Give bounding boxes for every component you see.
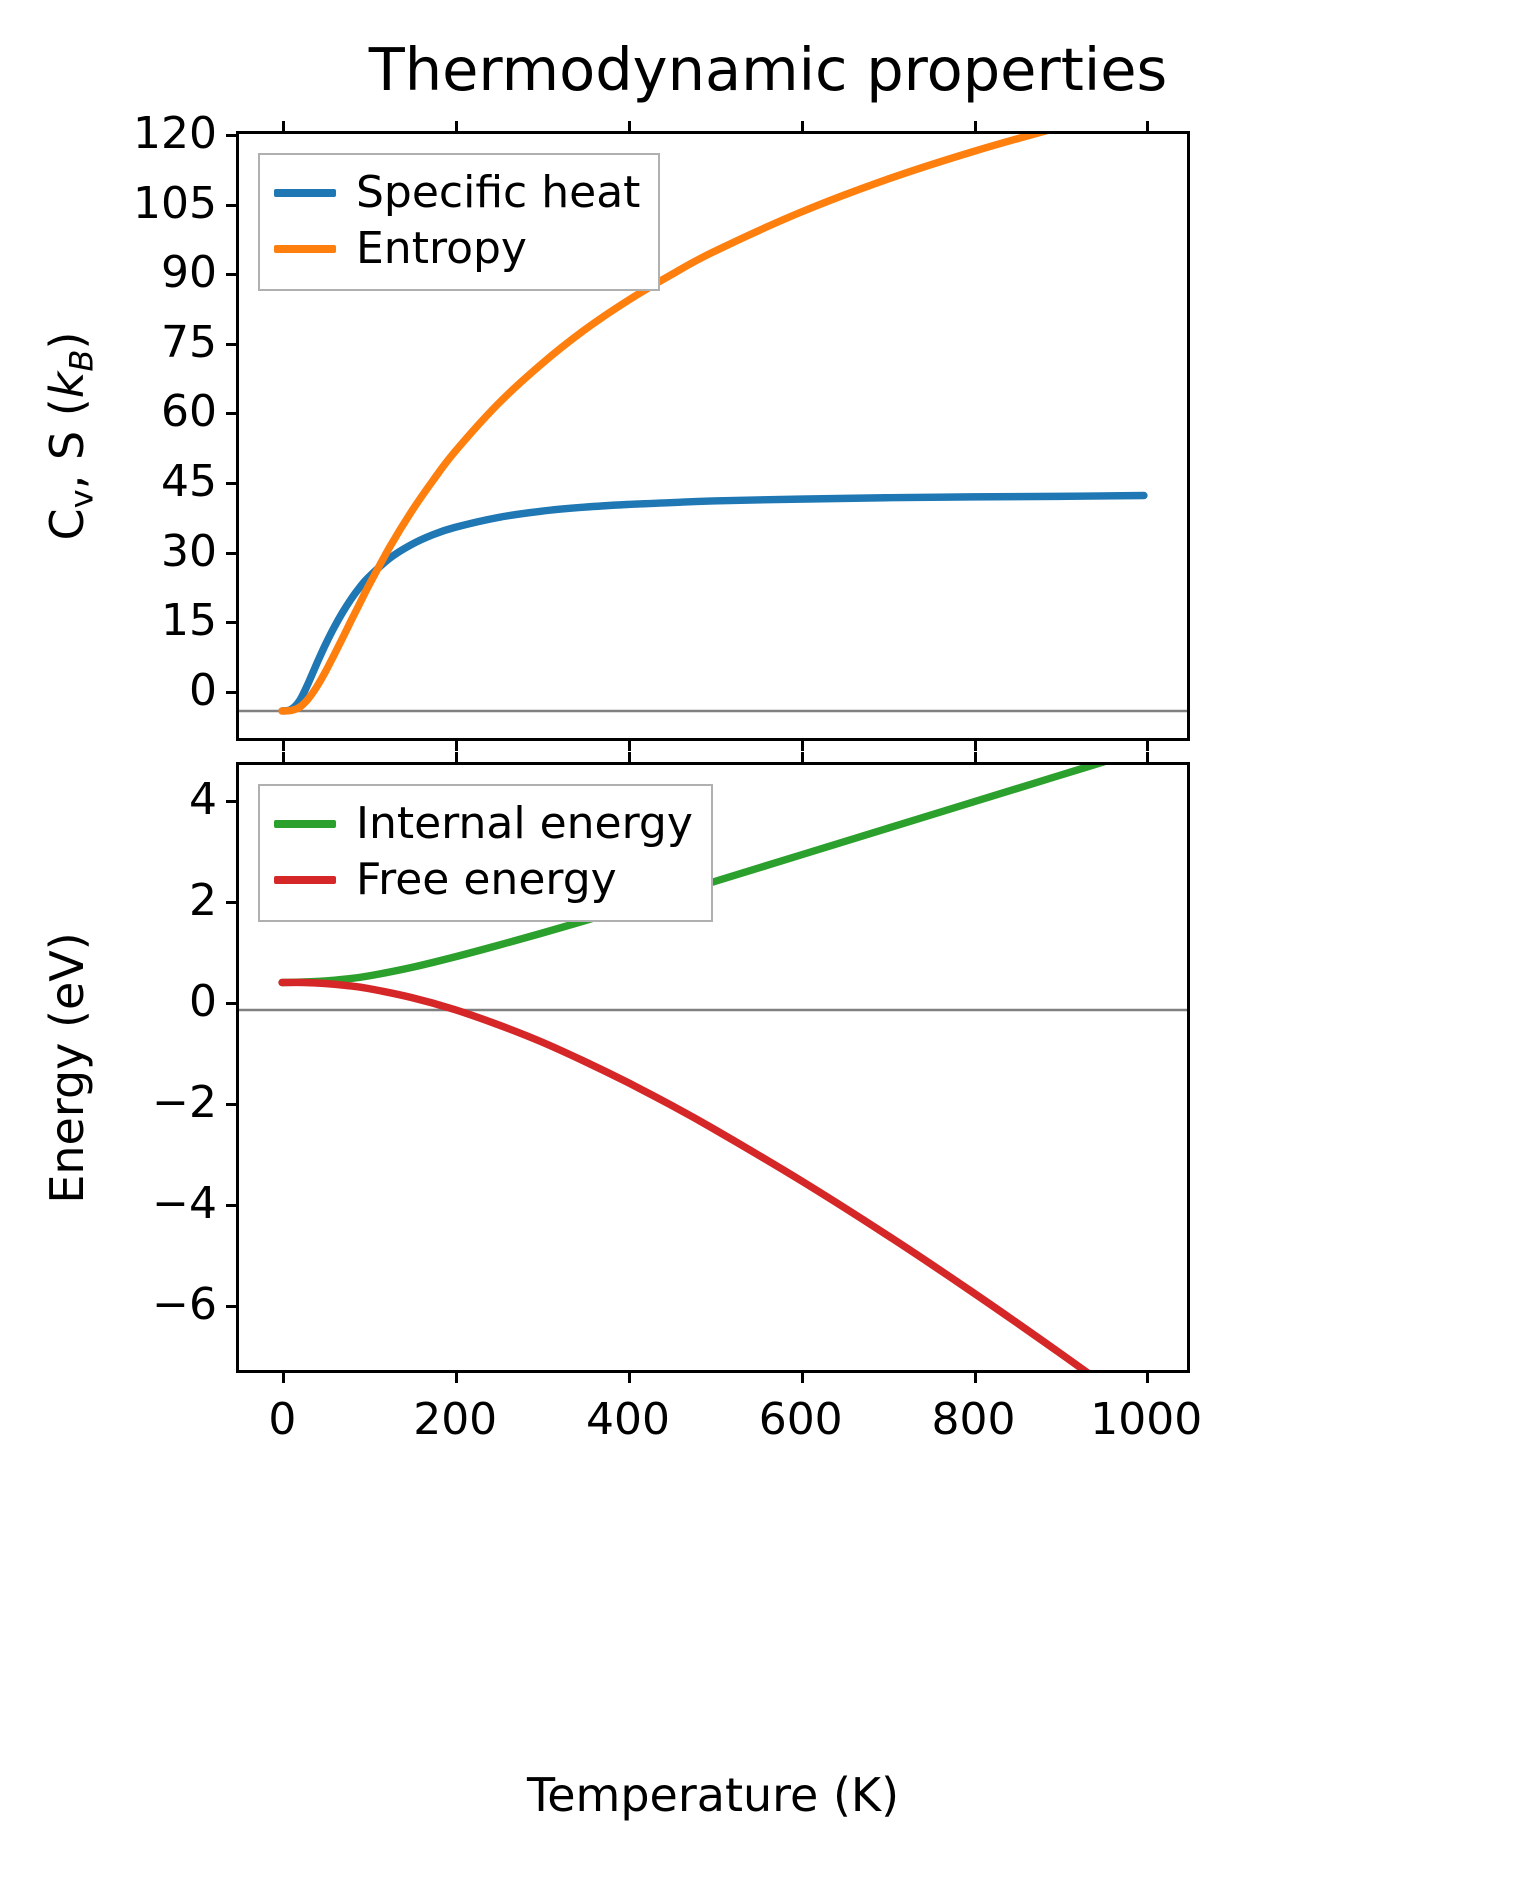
legend-item-internal-energy[interactable]: Internal energy [274, 796, 693, 852]
top-ytick-mark [226, 134, 239, 137]
bottom-ytick-label: −2 [152, 1077, 217, 1129]
bottom-xtick-mark [800, 1370, 804, 1383]
top-xtick-mark [973, 121, 977, 134]
top-ytick-mark [226, 203, 239, 207]
bottom-xtick-mark [628, 1370, 631, 1383]
top-xtick-mark [1146, 121, 1150, 134]
bottom-legend: Internal energy Free energy [258, 784, 713, 922]
bottom-panel-ylabel: Energy (eV) [40, 932, 94, 1204]
bottom-ytick-label: −4 [152, 1178, 217, 1230]
figure-xlabel: Temperature (K) [526, 1768, 900, 1822]
top-xtick-mark [628, 121, 631, 134]
series-line-specific-heat [278, 491, 1148, 715]
legend-item-specific-heat[interactable]: Specific heat [274, 165, 640, 221]
top-ytick-mark [226, 551, 239, 555]
top-ytick-label: 105 [133, 177, 217, 229]
xtick-label: 600 [758, 1394, 843, 1445]
top-ytick-mark [226, 482, 239, 485]
top-ytick-label: 15 [161, 595, 217, 647]
legend-label-free-energy: Free energy [356, 854, 617, 905]
top-xtick-mark [282, 121, 286, 134]
bottom-xtick-mark [1146, 1370, 1150, 1383]
legend-swatch-entropy [274, 245, 336, 253]
bottom-ytick-mark [226, 1103, 239, 1107]
top-curves-svg [239, 134, 1187, 715]
top-panel-axes: 120 105 90 75 60 45 30 15 0 Specific hea… [133, 112, 1190, 751]
legend-label-entropy: Entropy [356, 223, 527, 274]
legend-swatch-free-energy [274, 876, 336, 884]
bottom-ytick-label: −6 [152, 1279, 217, 1331]
top-xtick-mark [800, 121, 804, 134]
top-xtick-mark [1146, 738, 1150, 751]
top-ytick-mark [226, 621, 239, 625]
bottom-ytick-mark [226, 901, 239, 905]
xtick-label: 0 [268, 1394, 297, 1445]
bottom-xtick-mark [282, 1370, 286, 1383]
bottom-xtick-mark [800, 752, 804, 765]
legend-item-free-energy[interactable]: Free energy [274, 852, 693, 908]
figure-title: Thermodynamic properties [368, 35, 1168, 104]
bottom-xtick-mark [1146, 752, 1150, 765]
bottom-xtick-mark [628, 752, 631, 765]
legend-item-entropy[interactable]: Entropy [274, 221, 640, 277]
top-xtick-mark [628, 738, 631, 751]
top-ytick-mark [226, 690, 239, 694]
top-xtick-mark [455, 121, 459, 134]
top-ytick-label: 75 [161, 316, 217, 368]
legend-label-internal-energy: Internal energy [356, 798, 693, 849]
top-ytick-label: 90 [161, 247, 217, 299]
top-ytick-mark [226, 273, 239, 277]
top-plot-area [239, 134, 1187, 738]
legend-swatch-internal-energy [274, 820, 336, 828]
xtick-label: 200 [413, 1394, 498, 1445]
top-xtick-mark [282, 738, 286, 751]
top-legend: Specific heat Entropy [258, 153, 661, 291]
bottom-ytick-mark [226, 1002, 239, 1006]
xtick-label: 1000 [1090, 1394, 1203, 1445]
top-panel-ylabel: Cv, S (kB) [40, 331, 101, 541]
xtick-label: 800 [931, 1394, 1016, 1445]
bottom-ytick-mark [226, 800, 239, 804]
bottom-ytick-mark [226, 1204, 239, 1208]
bottom-ytick-label: 4 [189, 774, 217, 826]
top-ytick-label: 30 [161, 525, 217, 577]
bottom-xtick-mark [455, 752, 459, 765]
top-xtick-mark [800, 738, 804, 751]
bottom-ytick-mark [226, 1305, 239, 1309]
xtick-label: 400 [586, 1394, 670, 1445]
legend-label-specific-heat: Specific heat [356, 167, 641, 218]
top-ytick-mark [226, 342, 239, 346]
series-line-entropy [278, 134, 1049, 715]
top-ytick-label: 45 [161, 456, 217, 507]
bottom-xtick-mark [455, 1370, 459, 1383]
bottom-xtick-mark [973, 1370, 977, 1383]
top-ytick-mark [226, 412, 239, 416]
top-ytick-label: 120 [133, 108, 217, 159]
bottom-panel-axes: 4 2 0 −2 −4 −6 0 200 400 600 800 1000 [152, 752, 1202, 1445]
bottom-xtick-mark [973, 752, 977, 765]
top-xtick-mark [455, 738, 459, 751]
series-line-free-energy [278, 978, 1091, 1370]
legend-swatch-specific-heat [274, 189, 336, 197]
bottom-ytick-label: 0 [189, 976, 217, 1028]
bottom-ytick-label: 2 [189, 875, 217, 927]
top-ytick-label: 0 [189, 664, 217, 716]
top-xtick-mark [973, 738, 977, 751]
bottom-xtick-mark [282, 752, 286, 765]
top-ytick-label: 60 [161, 386, 217, 438]
